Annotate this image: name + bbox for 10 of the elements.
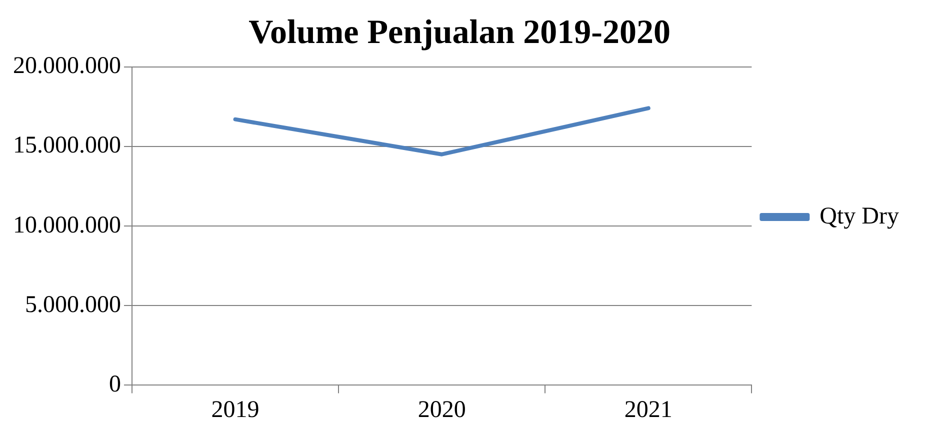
y-tick-label: 10.000.000: [13, 212, 121, 238]
y-tick-label: 15.000.000: [13, 132, 121, 159]
y-tick-label: 20.000.000: [13, 53, 121, 80]
y-tick-label: 5.000.000: [25, 292, 121, 318]
legend-label: Qty Dry: [820, 203, 900, 230]
y-tick-label: 0: [109, 371, 121, 398]
x-tick-label: 2020: [418, 396, 466, 423]
x-tick-label: 2021: [624, 396, 672, 423]
x-tick-label: 2019: [211, 396, 260, 423]
chart-title: Volume Penjualan 2019-2020: [248, 14, 670, 52]
